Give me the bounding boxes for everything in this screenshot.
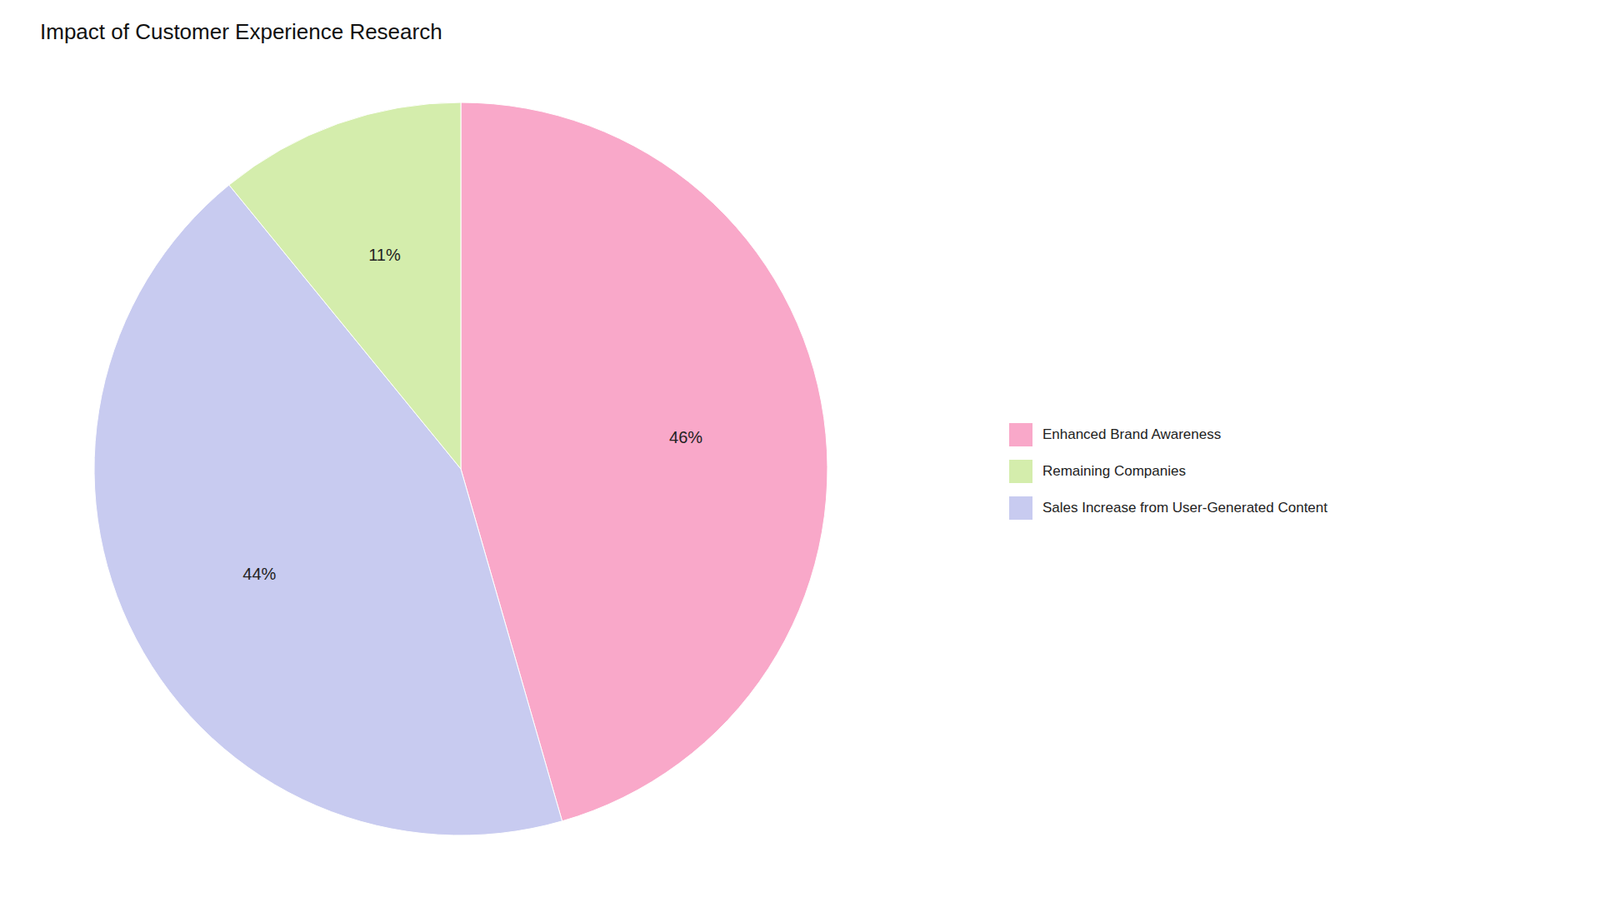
svg-text:46%: 46% [669,428,703,447]
html-text:Impact of Customer Experience: Impact of Customer Experience Research [40,19,443,45]
html-text:Enhanced Brand Awareness: Enhanced Brand Awareness [1042,426,1221,443]
svg-text:44%: 44% [242,565,276,584]
html-text:Sales Increase from User-Gener: Sales Increase from User-Generated Conte… [1042,499,1328,516]
svg-text:11%: 11% [368,245,401,265]
html-text:Remaining Companies: Remaining Companies [1042,462,1186,479]
